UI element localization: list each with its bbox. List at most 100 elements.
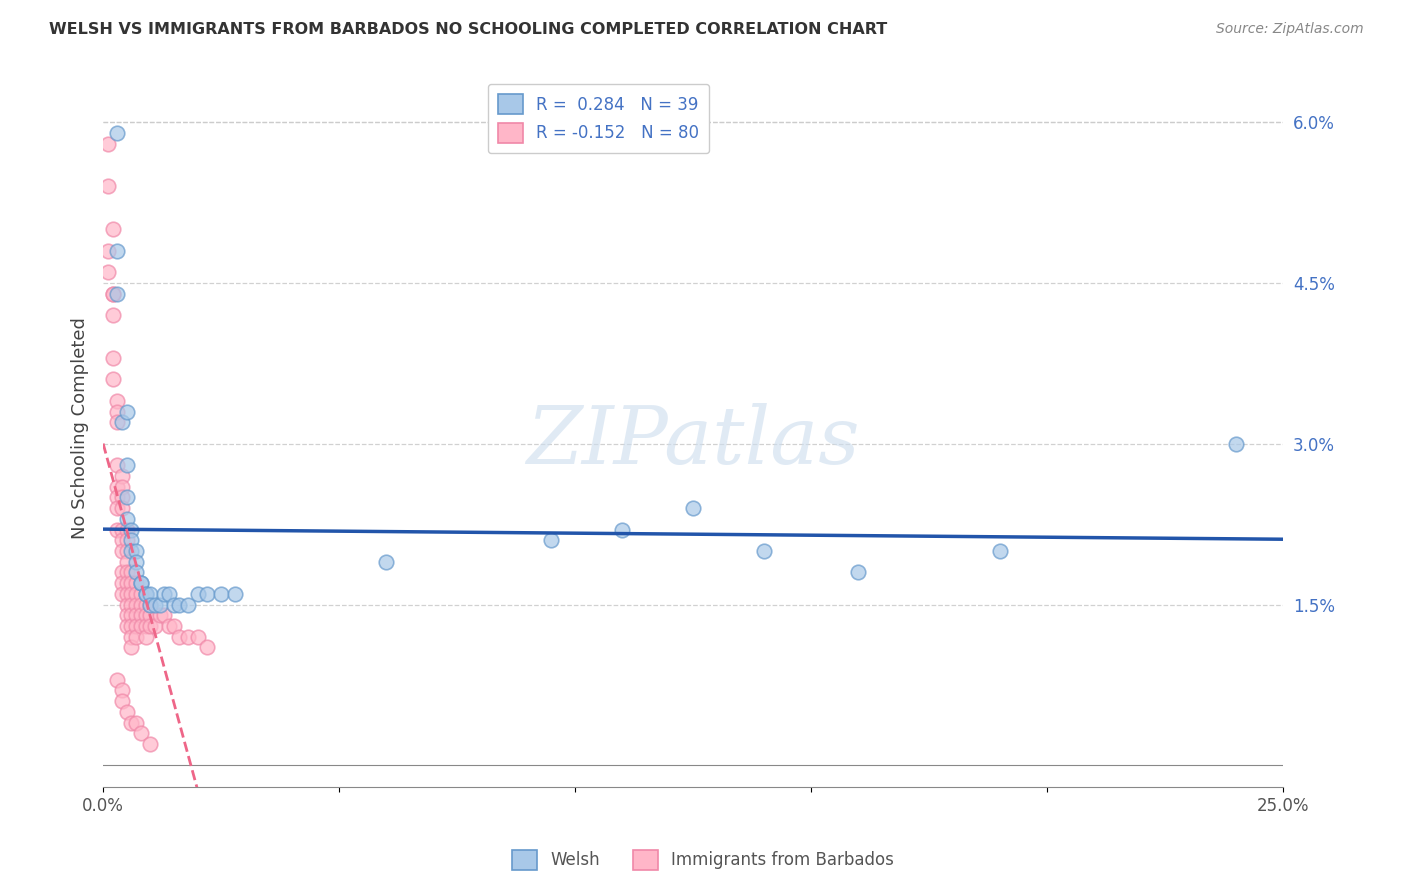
Point — [135, 608, 157, 623]
Point — [125, 576, 148, 591]
Point — [195, 587, 218, 601]
Point — [135, 619, 157, 633]
Point — [139, 598, 162, 612]
Point — [101, 372, 124, 386]
Point — [97, 179, 120, 194]
Point — [111, 544, 134, 558]
Point — [111, 415, 134, 429]
Point — [163, 619, 186, 633]
Point — [129, 608, 152, 623]
Point — [105, 286, 128, 301]
Point — [120, 640, 142, 655]
Point — [105, 491, 128, 505]
Point — [135, 587, 157, 601]
Point — [105, 244, 128, 258]
Point — [120, 619, 142, 633]
Point — [115, 576, 138, 591]
Point — [846, 566, 869, 580]
Point — [111, 501, 134, 516]
Point — [120, 533, 142, 548]
Point — [375, 555, 398, 569]
Point — [125, 544, 148, 558]
Point — [101, 222, 124, 236]
Point — [157, 619, 180, 633]
Point — [139, 608, 162, 623]
Point — [120, 576, 142, 591]
Point — [101, 308, 124, 322]
Point — [120, 523, 142, 537]
Point — [120, 715, 142, 730]
Point — [139, 619, 162, 633]
Point — [125, 619, 148, 633]
Point — [115, 523, 138, 537]
Point — [115, 458, 138, 473]
Point — [115, 544, 138, 558]
Text: WELSH VS IMMIGRANTS FROM BARBADOS NO SCHOOLING COMPLETED CORRELATION CHART: WELSH VS IMMIGRANTS FROM BARBADOS NO SCH… — [49, 22, 887, 37]
Point — [105, 501, 128, 516]
Point — [139, 737, 162, 751]
Point — [125, 587, 148, 601]
Point — [186, 587, 208, 601]
Point — [115, 491, 138, 505]
Point — [125, 608, 148, 623]
Point — [163, 598, 186, 612]
Point — [167, 598, 190, 612]
Point — [111, 694, 134, 708]
Point — [105, 523, 128, 537]
Point — [143, 598, 166, 612]
Point — [120, 608, 142, 623]
Point — [120, 630, 142, 644]
Point — [115, 512, 138, 526]
Point — [1225, 436, 1247, 450]
Point — [612, 523, 634, 537]
Point — [125, 598, 148, 612]
Text: Source: ZipAtlas.com: Source: ZipAtlas.com — [1216, 22, 1364, 37]
Point — [153, 587, 176, 601]
Point — [115, 705, 138, 719]
Point — [97, 244, 120, 258]
Point — [111, 533, 134, 548]
Point — [115, 619, 138, 633]
Point — [120, 598, 142, 612]
Point — [111, 523, 134, 537]
Y-axis label: No Schooling Completed: No Schooling Completed — [72, 317, 89, 539]
Point — [115, 598, 138, 612]
Point — [101, 351, 124, 365]
Point — [186, 630, 208, 644]
Point — [135, 587, 157, 601]
Point — [125, 630, 148, 644]
Point — [105, 393, 128, 408]
Legend: R =  0.284   N = 39, R = -0.152   N = 80: R = 0.284 N = 39, R = -0.152 N = 80 — [488, 84, 710, 153]
Point — [209, 587, 232, 601]
Point — [167, 630, 190, 644]
Point — [125, 566, 148, 580]
Point — [177, 630, 200, 644]
Point — [125, 715, 148, 730]
Point — [129, 576, 152, 591]
Point — [153, 608, 176, 623]
Point — [115, 404, 138, 418]
Point — [195, 640, 218, 655]
Point — [129, 726, 152, 740]
Point — [135, 598, 157, 612]
Point — [143, 619, 166, 633]
Point — [111, 480, 134, 494]
Point — [115, 587, 138, 601]
Point — [120, 544, 142, 558]
Point — [115, 533, 138, 548]
Point — [115, 566, 138, 580]
Point — [111, 469, 134, 483]
Point — [97, 136, 120, 151]
Point — [105, 480, 128, 494]
Point — [125, 555, 148, 569]
Point — [105, 673, 128, 687]
Point — [120, 566, 142, 580]
Point — [129, 619, 152, 633]
Point — [111, 587, 134, 601]
Point — [135, 630, 157, 644]
Point — [139, 587, 162, 601]
Point — [105, 126, 128, 140]
Point — [105, 404, 128, 418]
Point — [97, 265, 120, 279]
Legend: Welsh, Immigrants from Barbados: Welsh, Immigrants from Barbados — [505, 843, 901, 877]
